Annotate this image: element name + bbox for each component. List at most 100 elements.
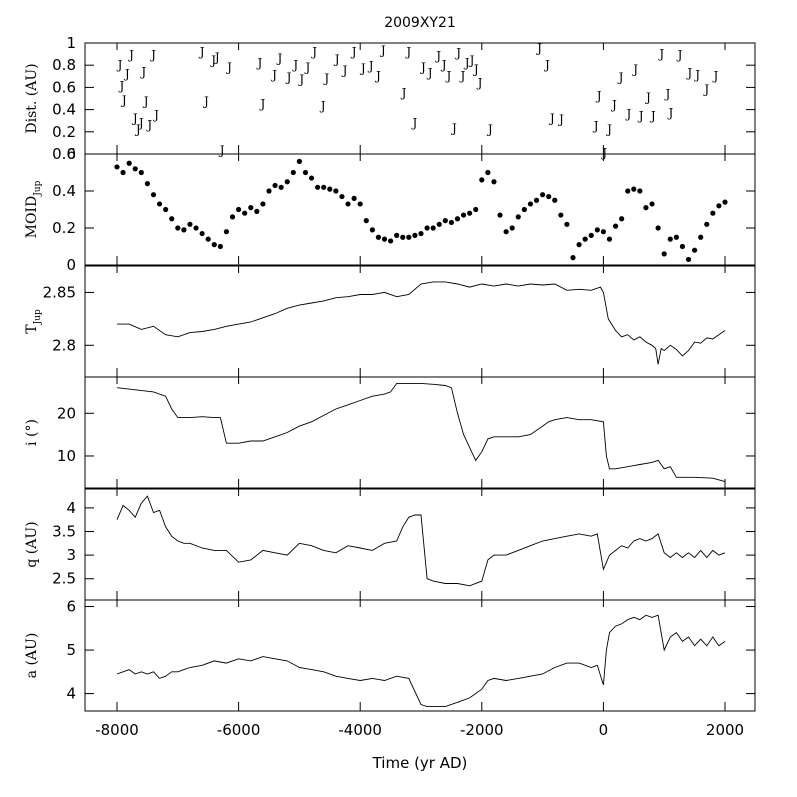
approach-marker: J (468, 54, 475, 68)
moid-point (272, 182, 278, 189)
approach-marker: J (359, 61, 366, 75)
moid-point (692, 247, 698, 253)
y-tick-label-dist: 0.8 (52, 56, 76, 74)
moid-point (619, 216, 625, 222)
series-line-a (116, 614, 726, 708)
approach-marker: J (116, 58, 123, 72)
moid-point (606, 236, 613, 242)
approach-marker: J (663, 87, 670, 101)
approach-marker: J (610, 98, 617, 112)
approach-marker: J (600, 146, 607, 160)
moid-point (315, 184, 321, 190)
approach-marker: J (297, 73, 304, 87)
y-tick-label-a: 4 (66, 685, 76, 703)
approach-marker: J (198, 45, 205, 59)
moid-point (485, 169, 491, 176)
y-tick-label-tjup: 2.8 (52, 336, 76, 354)
approach-marker: J (631, 63, 638, 77)
approach-marker: J (131, 111, 138, 125)
x-tick-label: -6000 (217, 721, 261, 739)
moid-point (612, 223, 619, 229)
moid-point (406, 234, 412, 240)
x-axis-label: Time (yr AD) (372, 754, 468, 772)
approach-marker: J (213, 50, 220, 64)
moid-point (436, 221, 442, 227)
x-tick-label: -2000 (460, 721, 504, 739)
moid-point (667, 236, 673, 242)
panel-frame-a (84, 599, 756, 712)
y-axis-label-inc: i (°) (24, 419, 40, 446)
approach-marker: J (617, 70, 624, 84)
approach-marker: J (218, 144, 225, 158)
moid-point (558, 212, 564, 218)
approach-marker: J (310, 45, 317, 59)
y-axis-label-tjup: TJup (24, 309, 43, 334)
moid-point (442, 218, 448, 224)
approach-marker: J (472, 63, 479, 77)
y-axis-label-dist: Dist. (AU) (24, 63, 40, 133)
moid-point (631, 186, 637, 192)
moid-point (193, 225, 199, 231)
approach-marker: J (440, 58, 447, 72)
x-tick-label: -8000 (95, 721, 139, 739)
approach-marker: J (693, 68, 700, 82)
moid-point (503, 229, 509, 235)
moid-point (242, 210, 248, 216)
moid-point (260, 201, 266, 207)
x-tick-label: 2000 (706, 721, 744, 739)
moid-point (673, 234, 679, 240)
moid-point (491, 179, 497, 185)
approach-marker: J (649, 109, 656, 123)
moid-point (187, 221, 193, 227)
moid-point (296, 158, 302, 164)
approach-marker: J (702, 83, 709, 97)
y-tick-label-dist: 1 (66, 34, 76, 52)
moid-point (114, 164, 120, 170)
approach-marker: J (548, 111, 555, 125)
moid-point (704, 221, 710, 227)
moid-point (302, 169, 309, 176)
panel-frame-tjup (84, 265, 756, 378)
approach-marker: J (419, 60, 426, 74)
y-tick-label-a: 5 (66, 641, 76, 659)
approach-marker: J (225, 60, 232, 74)
moid-point (375, 234, 382, 240)
moid-point (175, 225, 181, 231)
series-line-inc (116, 382, 726, 483)
panel-moid: 0 0.2 0.4 0.6 MOIDJup (24, 145, 756, 274)
moid-point (144, 181, 150, 187)
panel-frame-moid (84, 153, 756, 266)
approach-marker: J (476, 76, 483, 90)
approach-marker: J (291, 58, 298, 72)
approach-marker: J (676, 48, 683, 62)
approach-marker: J (459, 69, 466, 83)
moid-point (369, 227, 375, 233)
moid-point (497, 212, 503, 218)
chart-title: 2009XY21 (384, 15, 456, 31)
approach-marker: J (535, 41, 542, 55)
y-tick-label-moid: 0.4 (52, 182, 76, 200)
moid-point (424, 225, 430, 231)
moid-point (430, 225, 436, 231)
moid-point (679, 243, 686, 250)
moid-point (552, 197, 558, 203)
approach-marker: J (145, 118, 152, 132)
moid-point (546, 193, 552, 200)
moid-point (163, 206, 169, 213)
y-tick-label-a: 6 (66, 598, 76, 616)
moid-point (351, 195, 357, 201)
moid-point (564, 221, 570, 227)
moid-point (223, 229, 230, 235)
approach-marker: J (666, 106, 673, 120)
moid-point (284, 179, 290, 185)
moid-point (199, 230, 205, 237)
approach-marker: J (400, 86, 407, 100)
x-axis: -8000 -6000 -4000 -2000 0 2000 (95, 721, 744, 739)
moid-point (448, 219, 454, 226)
moid-point (150, 192, 157, 198)
moid-point (418, 230, 424, 237)
moid-point (515, 214, 521, 220)
